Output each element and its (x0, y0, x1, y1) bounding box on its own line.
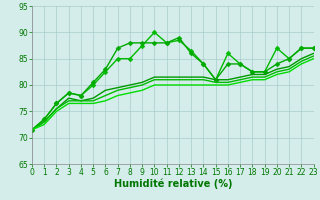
X-axis label: Humidité relative (%): Humidité relative (%) (114, 179, 232, 189)
